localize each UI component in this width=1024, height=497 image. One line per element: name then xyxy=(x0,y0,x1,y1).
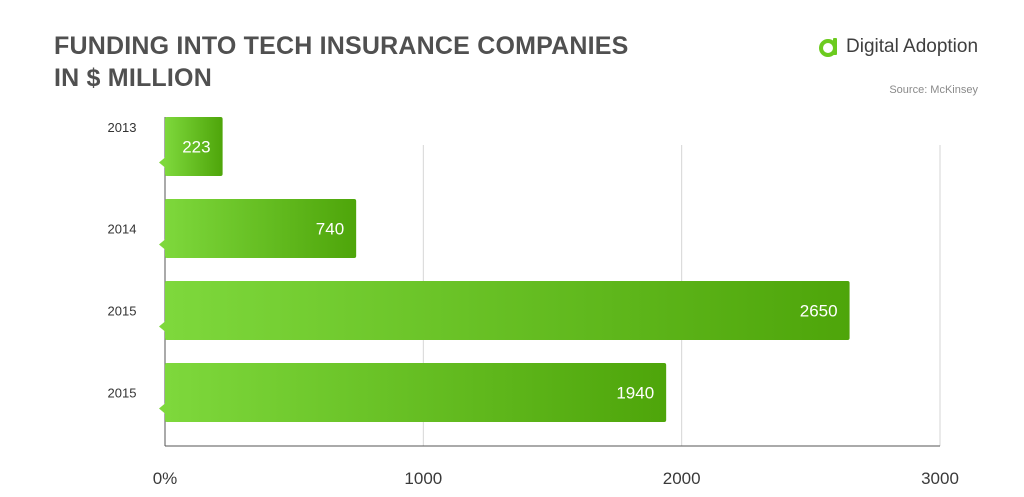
bar-pointer xyxy=(159,157,165,168)
category-label: 2015 xyxy=(108,386,137,401)
chart-title: FUNDING INTO TECH INSURANCE COMPANIES IN… xyxy=(54,30,694,94)
bar xyxy=(165,363,667,422)
x-tick-label: 2000 xyxy=(663,469,701,488)
chart-title-line-1: FUNDING INTO TECH INSURANCE COMPANIES xyxy=(54,32,629,60)
chart-title-line-2: IN $ MILLION xyxy=(54,64,212,92)
x-tick-label: 1000 xyxy=(404,469,442,488)
bar-pointer xyxy=(159,403,165,414)
digital-adoption-logo-icon xyxy=(819,38,837,57)
bar xyxy=(165,281,850,340)
category-label: 2015 xyxy=(108,304,137,319)
brand-logo: Digital Adoption xyxy=(818,35,978,59)
bar-pointer xyxy=(159,239,165,250)
x-tick-label: 0% xyxy=(153,469,178,488)
brand-name: Digital Adoption xyxy=(846,36,979,57)
bar-pointer xyxy=(159,321,165,332)
source-note: Source: McKinsey xyxy=(889,84,978,96)
x-tick-label: 3000 xyxy=(921,469,959,488)
data-label: 2650 xyxy=(800,302,838,321)
category-label: 2014 xyxy=(108,222,137,237)
category-label: 2013 xyxy=(108,120,137,135)
data-label: 1940 xyxy=(616,384,654,403)
bar xyxy=(165,199,357,258)
data-label: 740 xyxy=(316,220,344,239)
bar xyxy=(165,117,223,176)
data-label: 223 xyxy=(182,138,210,157)
